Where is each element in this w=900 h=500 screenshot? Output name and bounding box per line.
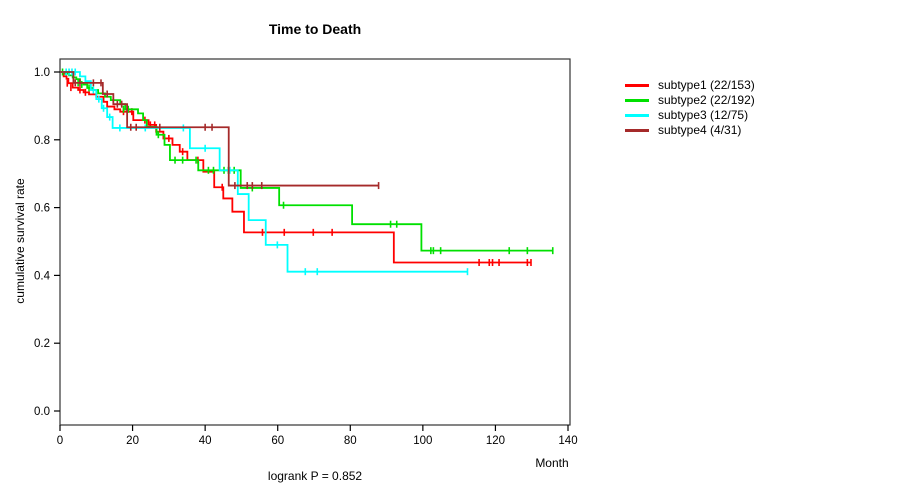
legend-color-swatch (625, 129, 649, 132)
legend-item-subtype1: subtype1 (22/153) (625, 78, 755, 93)
legend-item-subtype4: subtype4 (4/31) (625, 123, 755, 138)
censor-marks-subtype2 (61, 68, 554, 255)
x-tick-label: 100 (413, 435, 432, 447)
legend-color-swatch (625, 114, 649, 117)
y-tick-label: 0.6 (34, 203, 50, 215)
censor-marks-subtype4 (74, 79, 380, 190)
x-tick-label: 0 (57, 435, 63, 447)
y-tick-label: 0.2 (34, 338, 50, 350)
curve-subtype3 (60, 71, 468, 273)
y-tick-label: 0.0 (34, 406, 50, 418)
censor-marks-subtype1 (66, 79, 532, 267)
x-tick-label: 20 (126, 435, 139, 447)
x-tick-label: 80 (344, 435, 357, 447)
curve-subtype4 (60, 71, 379, 187)
y-axis-label: cumulative survival rate (13, 178, 27, 304)
y-tick-label: 1.0 (34, 67, 50, 79)
x-tick-label: 60 (271, 435, 284, 447)
x-tick-label: 40 (199, 435, 212, 447)
y-tick-label: 0.8 (34, 135, 50, 147)
legend-item-subtype3: subtype3 (12/75) (625, 108, 755, 123)
legend-item-label: subtype1 (22/153) (658, 78, 755, 92)
legend-item-subtype2: subtype2 (22/192) (625, 93, 755, 108)
legend-item-label: subtype4 (4/31) (658, 123, 742, 137)
curve-subtype1 (60, 71, 531, 264)
y-tick-label: 0.4 (34, 270, 51, 282)
plot-frame (59, 58, 571, 426)
legend-color-swatch (625, 99, 649, 102)
legend-item-label: subtype2 (22/192) (658, 93, 755, 107)
x-axis-label: Month (535, 456, 569, 470)
chart-title: Time to Death (268, 21, 362, 37)
curve-subtype2 (60, 71, 553, 252)
legend-item-label: subtype3 (12/75) (658, 108, 749, 122)
x-tick-label: 140 (558, 435, 577, 447)
legend: subtype1 (22/153) subtype2 (22/192) subtyp… (625, 78, 755, 138)
legend-color-swatch (625, 84, 649, 87)
logrank-p-annotation: logrank P = 0.852 (267, 469, 363, 483)
x-tick-label: 120 (486, 435, 505, 447)
